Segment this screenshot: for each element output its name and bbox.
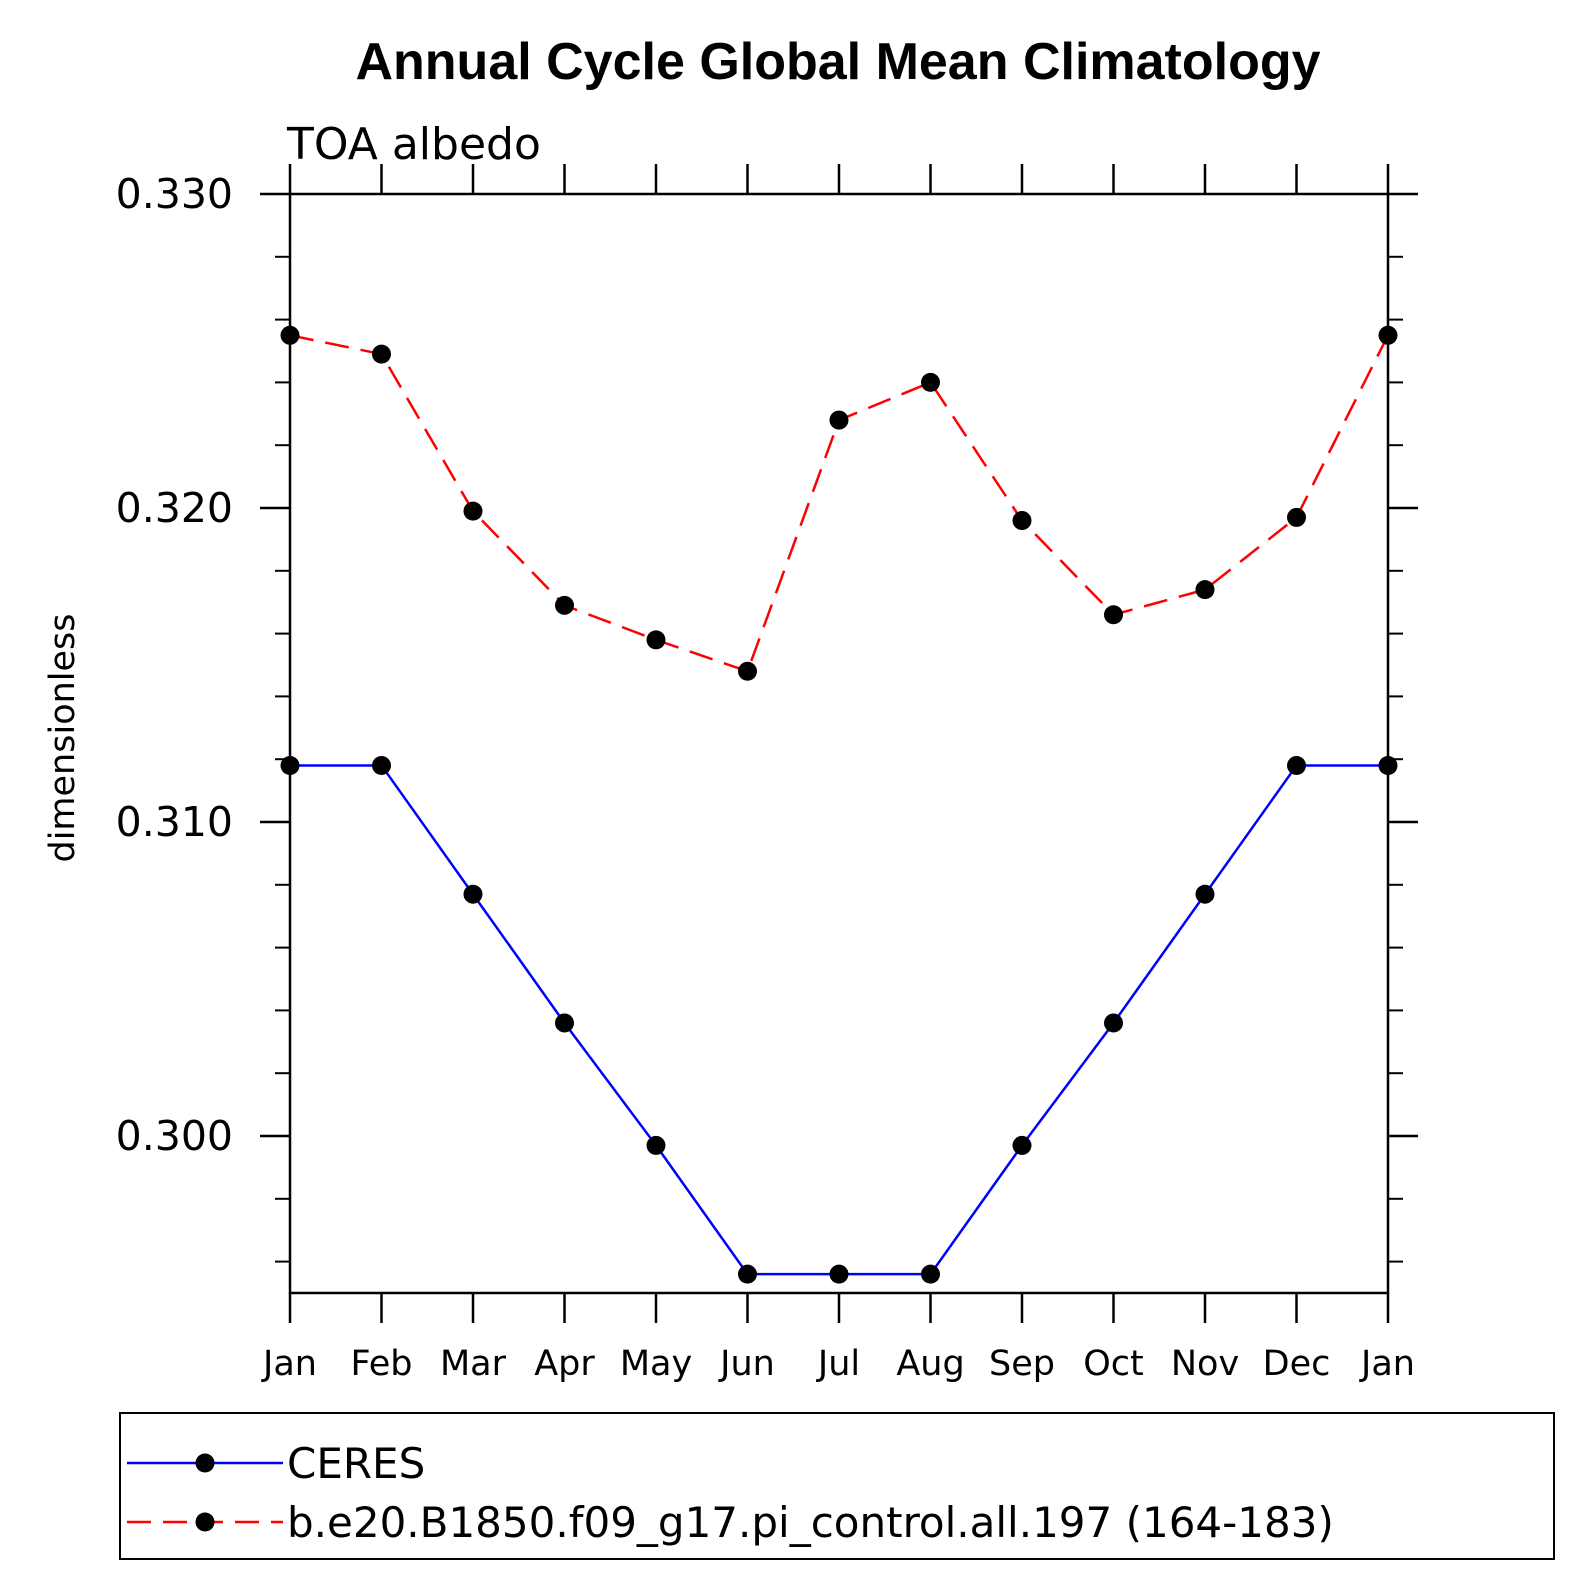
data-point [1012,1135,1032,1155]
y-tick-label: 0.300 [116,1112,233,1160]
data-point [555,1013,574,1033]
legend-marker [195,1512,215,1532]
data-point [646,630,666,650]
data-point [280,325,300,345]
series-1 [280,755,1398,1284]
data-point [1104,1013,1123,1033]
legend-label: b.e20.B1850.f09_g17.pi_control.all.197 (… [287,1498,1334,1547]
chart-subtitle: TOA albedo [286,119,541,170]
data-point [829,1264,849,1284]
data-point [829,410,849,430]
data-point [372,755,391,775]
data-point [1287,755,1306,775]
x-tick-label: May [620,1344,692,1384]
series-line [289,334,1390,673]
x-tick-label: Nov [1171,1344,1239,1384]
data-point [921,372,940,392]
x-tick-label: Jan [261,1344,317,1384]
x-tick-label: Mar [440,1344,507,1384]
data-point [1378,755,1398,775]
x-tick-label: Aug [896,1344,964,1384]
data-point [921,1264,940,1284]
data-point [280,755,300,775]
x-tick-label: Sep [989,1344,1055,1384]
plot-frame [288,192,1390,1295]
series-line [290,764,1388,1276]
y-tick-label: 0.310 [116,798,233,846]
x-tick-label: Oct [1083,1344,1144,1384]
data-point [1195,884,1215,904]
x-tick-label: Jan [1359,1344,1415,1384]
chart-title: Annual Cycle Global Mean Climatology [355,33,1320,91]
legend-label: CERES [287,1439,425,1488]
axes: 0.300 0.310 0.320 0.330 Jan Feb Mar Apr May Jun Ju… [116,164,1418,1384]
data-point [1104,605,1123,625]
x-tick-label: Jul [816,1344,860,1384]
x-tick-label: Feb [351,1344,413,1384]
series-layer [280,325,1398,1284]
data-point [738,661,757,681]
data-point [463,884,483,904]
data-point [1012,511,1032,531]
data-point [738,1264,757,1284]
data-point [1287,507,1306,527]
data-point [646,1135,666,1155]
y-tick-label: 0.320 [116,484,233,532]
legend-box [119,1412,1555,1560]
series-2 [280,325,1398,681]
legend: CERES b.e20.B1850.f09_g17.pi_control.all.… [119,1412,1555,1560]
data-point [555,595,574,615]
x-tick-label: Apr [534,1344,595,1384]
y-tick-label: 0.330 [116,170,233,218]
data-point [463,501,483,521]
x-tick-label: Jun [718,1344,775,1384]
legend-marker [195,1453,215,1473]
data-point [372,344,391,364]
data-point [1378,325,1398,345]
x-tick-label: Dec [1263,1344,1331,1384]
y-axis-label: dimensionless [43,613,83,862]
data-point [1195,580,1215,600]
